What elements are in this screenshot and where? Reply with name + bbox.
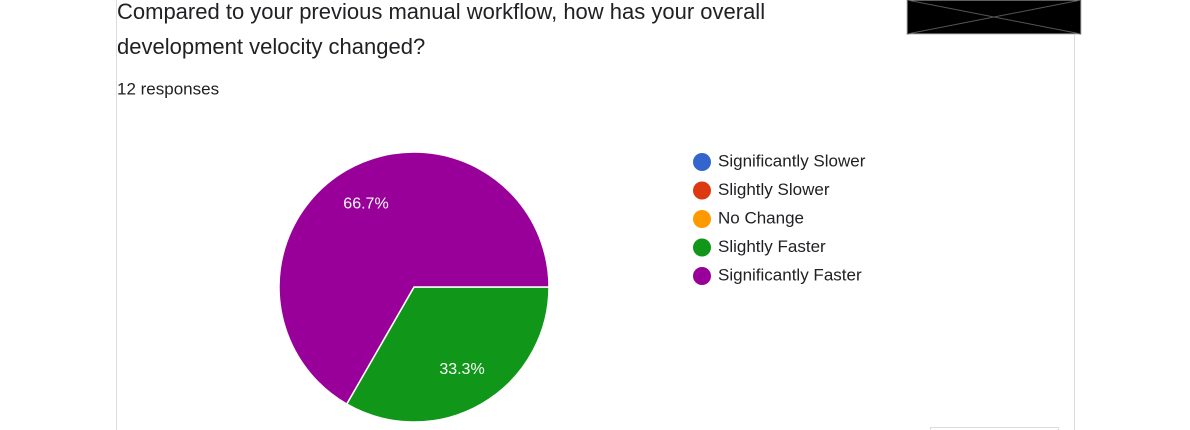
legend-swatch: [693, 267, 711, 285]
pie: 33.3% 66.7%: [278, 151, 550, 423]
legend-label: Slightly Slower: [718, 180, 830, 199]
legend-swatch: [693, 238, 711, 257]
chart-title: Compared to your previous manual workflo…: [117, 0, 766, 59]
legend-label: No Change: [718, 208, 804, 227]
pie-slice: [345, 286, 550, 423]
legend-swatch: [693, 153, 711, 171]
button-outline: [930, 427, 1059, 430]
pie-slice: [278, 151, 550, 406]
broken-image-cross: [906, 0, 1082, 35]
card: [116, 0, 1075, 430]
legend: Significantly Slower Slightly Slower No Ch…: [693, 151, 866, 285]
legend-swatch: [693, 210, 711, 228]
legend-label: Significantly Slower: [718, 151, 866, 170]
subtitle: 12 responses: [117, 79, 219, 98]
slice-label: 66.7%: [343, 195, 388, 212]
legend-label: Slightly Faster: [718, 237, 826, 256]
legend-label: Significantly Faster: [718, 265, 862, 284]
title-box: Compared to your previous manual workflo…: [117, 0, 766, 59]
legend-swatch: [693, 181, 711, 200]
slice-label: 33.3%: [439, 361, 484, 378]
